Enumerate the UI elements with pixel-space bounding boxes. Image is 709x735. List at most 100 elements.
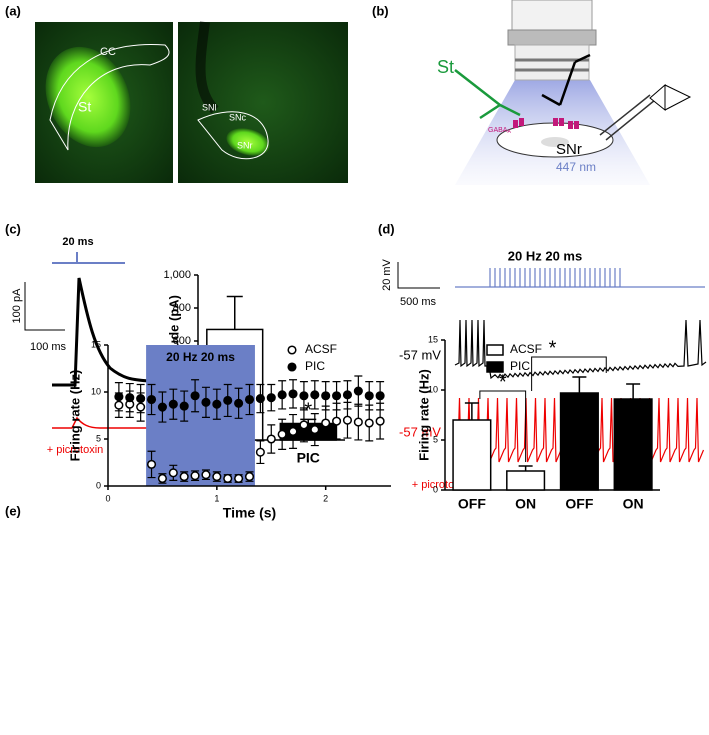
x-tick-label: 2: [323, 493, 328, 503]
objective: [511, 0, 593, 31]
point: [310, 390, 320, 400]
point: [321, 391, 331, 401]
y-tick-label: 1,000: [163, 269, 191, 281]
point: [234, 473, 244, 484]
panel-c: (c) 20 ms 100 pA 100 ms + picrotoxin: [5, 221, 151, 456]
snr-label: SNr: [556, 141, 582, 158]
bracket: [479, 390, 527, 462]
error-bar: [518, 465, 533, 471]
point: [190, 471, 200, 481]
region-label: CC: [100, 46, 116, 58]
y-tick-label: 800: [173, 302, 191, 314]
point: [321, 418, 331, 428]
significance: *: [304, 400, 312, 422]
point: [277, 390, 287, 400]
point: [342, 415, 353, 425]
y-tick-label: 0: [96, 480, 101, 490]
stim-label: 20 ms: [62, 236, 93, 248]
gaba-label: GABAA: [488, 127, 511, 135]
point: [288, 389, 298, 399]
panel-label: (d): [378, 221, 395, 236]
legend-label: ACSF: [305, 342, 337, 356]
x-tick-label: PIC: [297, 450, 320, 466]
point: [179, 401, 189, 411]
panel-label: (b): [372, 3, 389, 18]
y-axis-label: Firing rate (Hz): [67, 370, 82, 462]
gaba-sub: A: [507, 129, 511, 135]
scale-label: 100 ms: [30, 341, 67, 353]
point: [146, 459, 157, 469]
point: [353, 417, 363, 427]
point: [364, 418, 374, 428]
region-label: SNr: [237, 140, 253, 150]
point: [234, 398, 244, 408]
vm-label: -57 mV: [399, 347, 441, 362]
panel-label: (a): [5, 3, 21, 18]
stim-label: 20 Hz 20 ms: [166, 350, 235, 364]
stim-train: [455, 268, 705, 288]
y-tick-label: 15: [428, 334, 438, 344]
panel-a: (a) CC St SNl SNc SNr: [5, 3, 348, 183]
point: [332, 391, 342, 401]
point: [266, 434, 276, 444]
point: [375, 391, 385, 401]
point: [299, 391, 309, 401]
bar: [613, 398, 653, 491]
wavelength: 447 nm: [556, 160, 596, 174]
snr-blob: [226, 128, 270, 156]
scale-label: 100 pA: [11, 288, 23, 324]
scale-bar: [397, 262, 440, 289]
point: [223, 473, 233, 484]
legend-swatch: [486, 361, 504, 373]
trace: [52, 277, 151, 387]
panel-label: (c): [5, 221, 21, 236]
amplifier: [649, 83, 692, 112]
point: [168, 468, 178, 478]
point: [364, 391, 374, 401]
gaba-text: GABA: [488, 127, 508, 134]
point: [168, 399, 178, 409]
point: [136, 394, 146, 404]
trace: [52, 416, 150, 429]
point: [125, 393, 135, 403]
bar: [452, 419, 492, 491]
point: [223, 395, 233, 406]
point: [201, 397, 211, 407]
error-bar: [626, 383, 641, 399]
bar: [506, 470, 546, 491]
drug-label: + picrotoxin: [47, 444, 104, 456]
point: [266, 393, 276, 403]
point: [190, 391, 200, 401]
panel-label: (e): [5, 503, 21, 518]
point: [212, 399, 222, 409]
point: [255, 394, 265, 404]
point: [212, 472, 222, 482]
x-tick-label: ON: [515, 496, 536, 512]
panel-b: (b) St GABAA SNr 447 nm: [372, 0, 692, 185]
y-tick-label: 0: [433, 484, 438, 494]
point: [146, 394, 157, 405]
st-label: St: [437, 57, 454, 77]
bracket: [531, 356, 607, 391]
error-bar: [572, 376, 587, 393]
legend-swatch: [486, 344, 504, 356]
x-tick-label: 0: [105, 493, 110, 503]
scale-label: 20 mV: [381, 258, 393, 290]
x-tick-label: OFF: [458, 496, 486, 512]
x-tick-label: 1: [214, 493, 219, 503]
nucleus: [541, 137, 569, 147]
y-tick-label: 600: [173, 335, 191, 347]
y-axis-label: Firing rate (Hz): [416, 369, 431, 461]
y-tick-label: 10: [91, 386, 101, 396]
point: [157, 402, 167, 412]
point: [310, 425, 320, 435]
point: [299, 420, 309, 430]
neuron: [541, 53, 591, 107]
point: [288, 426, 298, 437]
region-label: SNc: [229, 112, 247, 122]
point: [114, 392, 124, 402]
error-bar: [464, 402, 479, 420]
x-axis-label: Time (s): [223, 505, 276, 521]
point: [179, 472, 189, 482]
